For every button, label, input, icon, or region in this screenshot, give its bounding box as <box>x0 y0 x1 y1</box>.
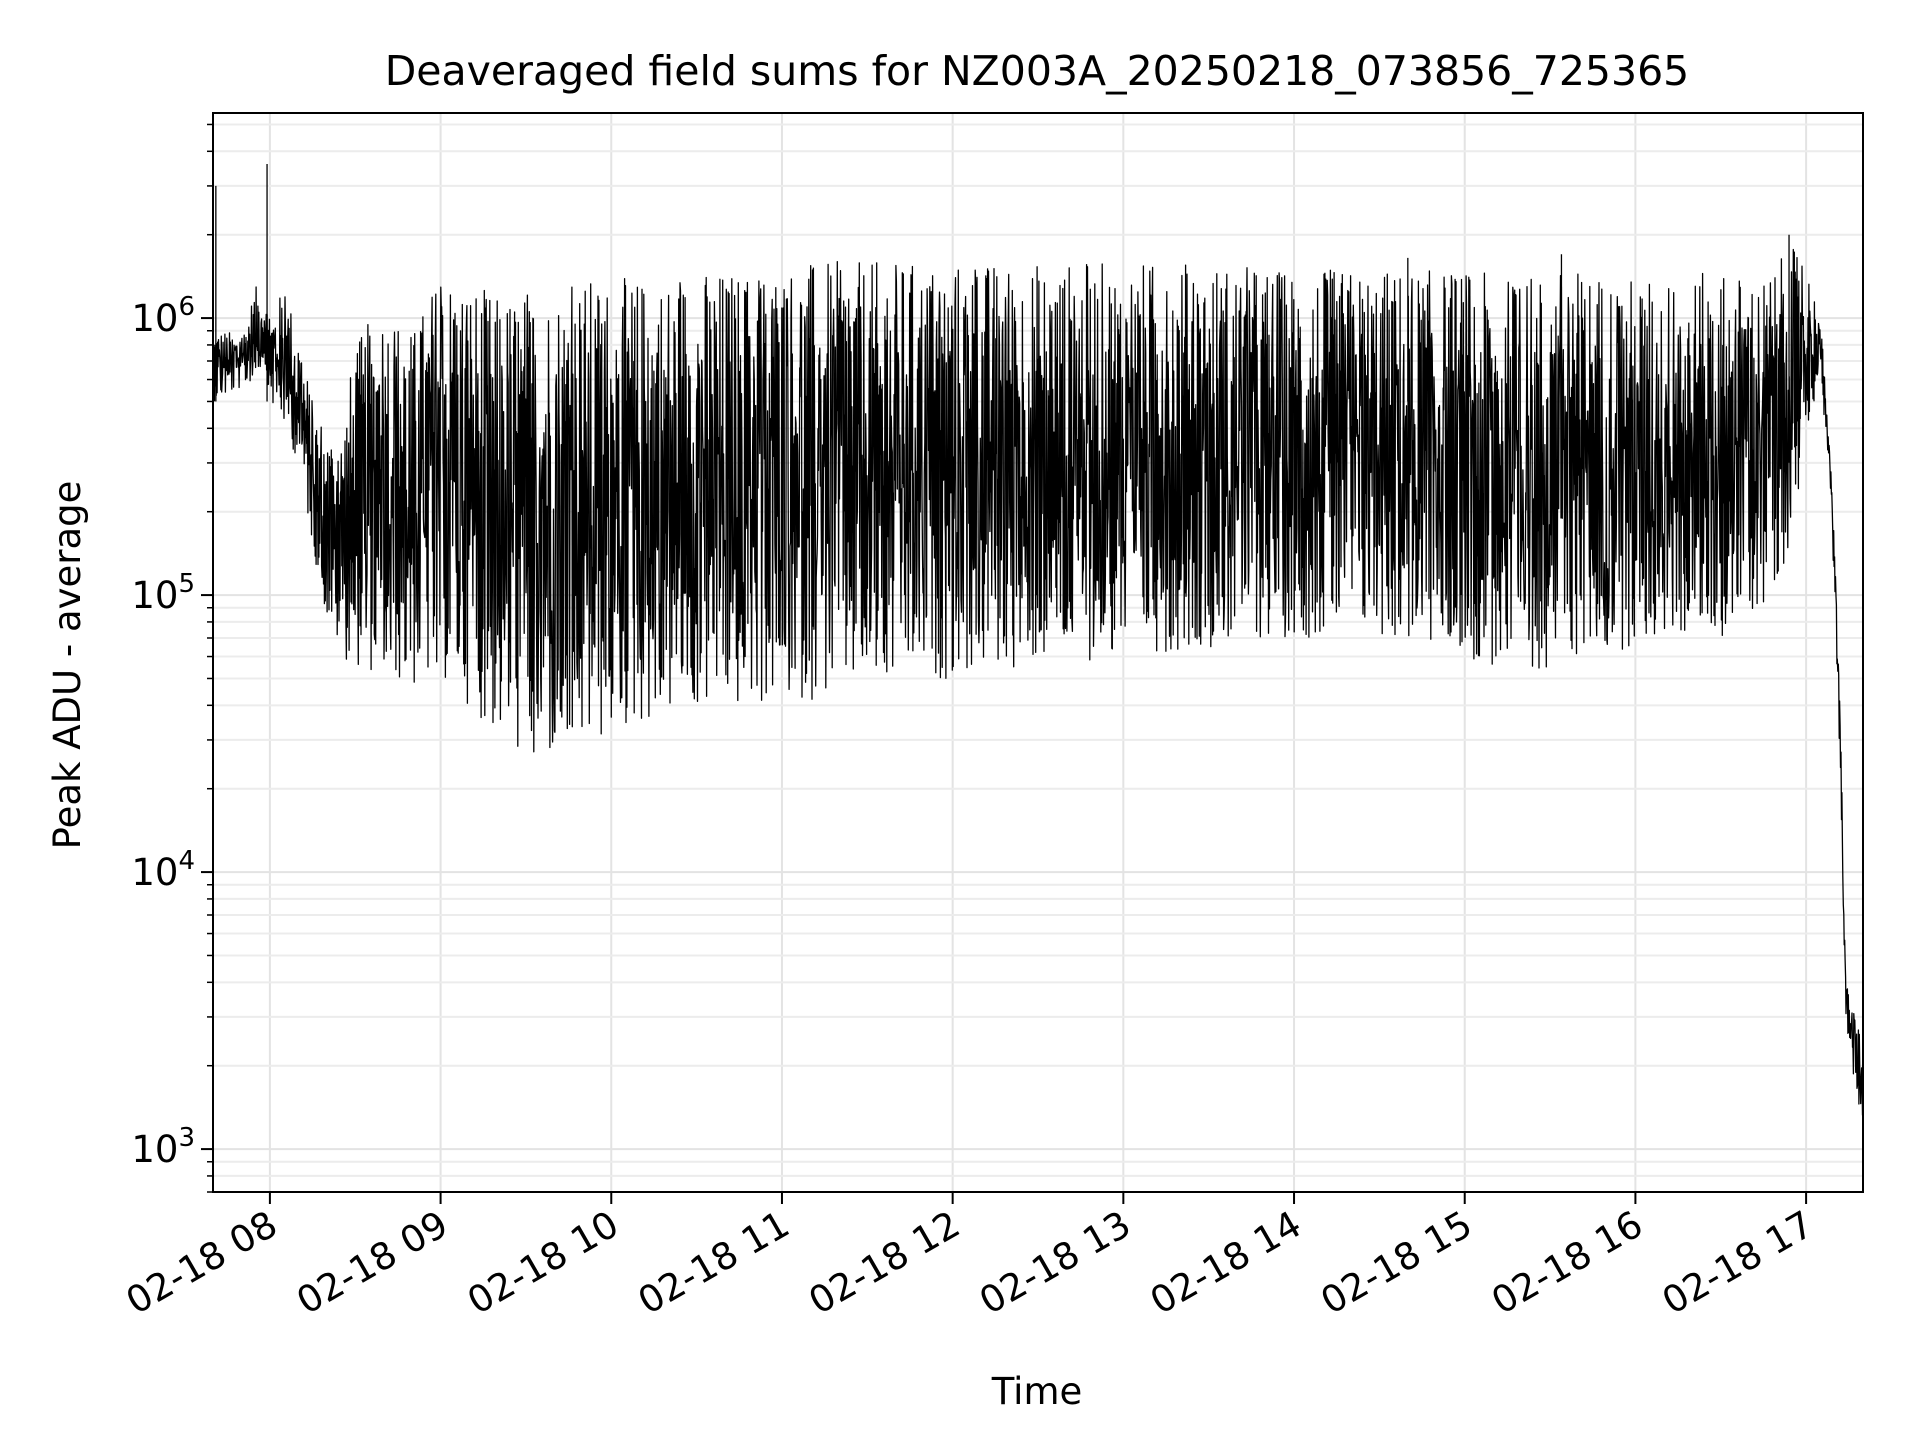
y-tick-label: 103 <box>131 1123 195 1171</box>
y-tick-label: 105 <box>131 569 195 617</box>
x-axis-label: Time <box>991 1370 1083 1413</box>
y-tick-exponent: 3 <box>178 1123 195 1153</box>
y-tick-base: 10 <box>131 1128 178 1171</box>
y-axis-label: Peak ADU - average <box>46 481 89 850</box>
y-tick-exponent: 6 <box>178 292 195 322</box>
y-tick-base: 10 <box>131 297 178 340</box>
y-tick-base: 10 <box>131 574 178 617</box>
y-tick-exponent: 5 <box>178 569 195 599</box>
y-tick-exponent: 4 <box>178 846 195 876</box>
series-layer <box>213 163 1863 1116</box>
y-tick-base: 10 <box>131 851 178 894</box>
plot-frame <box>212 112 1864 1193</box>
series-line-0 <box>213 248 1863 1116</box>
y-tick-label: 106 <box>131 292 195 340</box>
y-tick-label: 104 <box>131 846 195 894</box>
chart-title: Deaveraged field sums for NZ003A_2025021… <box>385 47 1690 95</box>
